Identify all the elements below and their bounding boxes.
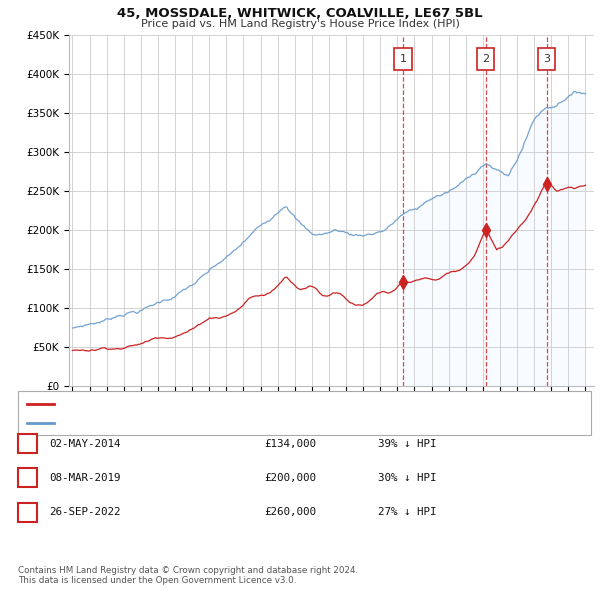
Text: 3: 3 xyxy=(543,54,550,64)
Text: 3: 3 xyxy=(24,507,31,517)
Text: Price paid vs. HM Land Registry's House Price Index (HPI): Price paid vs. HM Land Registry's House … xyxy=(140,19,460,29)
Text: 2: 2 xyxy=(24,473,31,483)
Text: 45, MOSSDALE, WHITWICK, COALVILLE, LE67 5BL: 45, MOSSDALE, WHITWICK, COALVILLE, LE67 … xyxy=(117,7,483,20)
Text: 39% ↓ HPI: 39% ↓ HPI xyxy=(378,439,437,448)
Text: 30% ↓ HPI: 30% ↓ HPI xyxy=(378,473,437,483)
Text: £134,000: £134,000 xyxy=(264,439,316,448)
Text: Contains HM Land Registry data © Crown copyright and database right 2024.
This d: Contains HM Land Registry data © Crown c… xyxy=(18,566,358,585)
Text: 1: 1 xyxy=(24,439,31,448)
FancyBboxPatch shape xyxy=(477,48,494,70)
FancyBboxPatch shape xyxy=(538,48,555,70)
Text: 1: 1 xyxy=(400,54,406,64)
Text: 27% ↓ HPI: 27% ↓ HPI xyxy=(378,507,437,517)
Text: 45, MOSSDALE, WHITWICK, COALVILLE, LE67 5BL (detached house): 45, MOSSDALE, WHITWICK, COALVILLE, LE67 … xyxy=(59,399,394,408)
Text: 02-MAY-2014: 02-MAY-2014 xyxy=(49,439,121,448)
FancyBboxPatch shape xyxy=(394,48,412,70)
Text: 08-MAR-2019: 08-MAR-2019 xyxy=(49,473,121,483)
Text: 26-SEP-2022: 26-SEP-2022 xyxy=(49,507,121,517)
Text: 2: 2 xyxy=(482,54,490,64)
Text: HPI: Average price, detached house, North West Leicestershire: HPI: Average price, detached house, Nort… xyxy=(59,418,371,428)
Text: £260,000: £260,000 xyxy=(264,507,316,517)
Text: £200,000: £200,000 xyxy=(264,473,316,483)
